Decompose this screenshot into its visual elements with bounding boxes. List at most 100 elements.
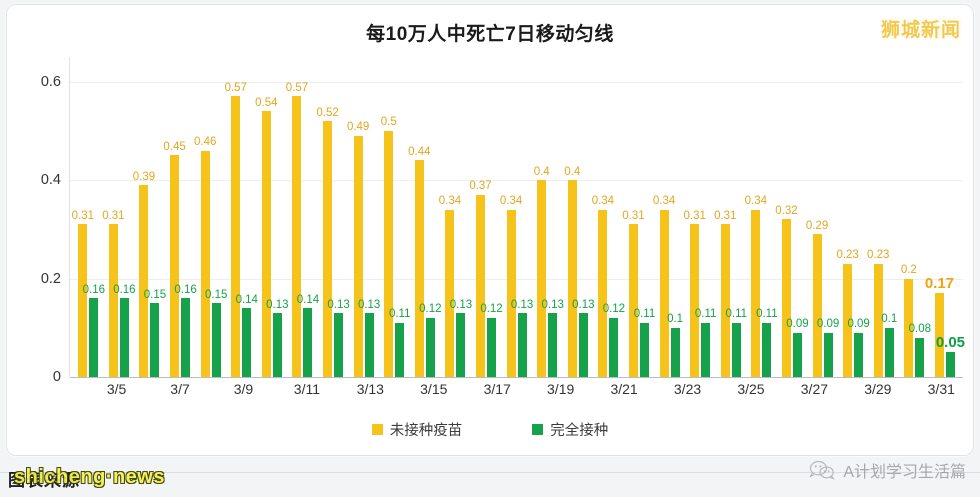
bar-vax[interactable]: 0.13 <box>511 299 533 377</box>
bar-value-label: 0.12 <box>480 303 503 316</box>
bar-value-label: 0.11 <box>694 308 717 321</box>
bar-value-label: 0.34 <box>499 195 523 208</box>
bar-unvax[interactable]: 0.17 <box>925 276 954 377</box>
bar-value-label: 0.13 <box>510 298 534 311</box>
bar-unvax[interactable]: 0.34 <box>592 196 614 377</box>
gridline <box>70 278 963 280</box>
bar-value-label: 0.31 <box>622 209 645 222</box>
bar-vax[interactable]: 0.15 <box>144 289 166 377</box>
bar-vax[interactable]: 0.11 <box>756 309 778 377</box>
bar-unvax[interactable]: 0.39 <box>133 171 155 377</box>
bar-group: 0.45 0.16 <box>163 57 197 377</box>
x-axis-tick: 3/19 <box>547 381 575 397</box>
legend-item-fully_vaccinated[interactable]: 完全接种 <box>532 419 608 440</box>
bar-vax[interactable]: 0.08 <box>909 324 931 377</box>
bar-unvax[interactable]: 0.37 <box>469 181 492 377</box>
bar-group: 0.29 0.09 <box>806 57 839 377</box>
bar-group: 0.4 0.13 <box>532 57 564 377</box>
bar-vax[interactable]: 0.11 <box>389 309 411 377</box>
bar-unvax[interactable]: 0.34 <box>653 196 675 377</box>
bar-unvax[interactable]: 0.46 <box>194 137 216 377</box>
bar-value-label: 0.12 <box>419 303 442 316</box>
bar-unvax[interactable]: 0.31 <box>102 210 125 377</box>
bar-vax[interactable]: 0.1 <box>667 314 683 377</box>
bar-vax[interactable]: 0.16 <box>113 284 136 377</box>
bar-vax[interactable]: 0.11 <box>634 309 655 377</box>
bar-vax[interactable]: 0.13 <box>327 299 350 377</box>
bar-vax[interactable]: 0.12 <box>603 304 625 377</box>
bar-unvax[interactable]: 0.45 <box>163 141 186 377</box>
bar-unvax[interactable]: 0.57 <box>286 82 308 377</box>
bar-vax[interactable]: 0.13 <box>450 299 472 377</box>
bar-value-label: 0.23 <box>867 249 890 262</box>
bar-value-label: 0.11 <box>756 308 778 321</box>
bar-vax[interactable]: 0.13 <box>358 299 380 377</box>
bar-vax[interactable]: 0.14 <box>297 294 319 377</box>
bar-vax[interactable]: 0.13 <box>266 299 289 377</box>
bar-value-label: 0.14 <box>296 293 320 306</box>
x-axis-tick: 3/27 <box>800 381 829 397</box>
bar-vax[interactable]: 0.16 <box>83 284 105 377</box>
x-axis-tick: 3/7 <box>170 381 190 397</box>
wechat-account-name: A计划学习生活篇 <box>843 464 966 481</box>
bar-vax[interactable]: 0.16 <box>174 284 197 377</box>
bar-unvax[interactable]: 0.31 <box>622 210 645 377</box>
bar-group: 0.34 0.1 <box>653 57 685 377</box>
x-axis-tick <box>894 381 926 403</box>
bar-vax[interactable]: 0.11 <box>726 309 747 377</box>
bar-unvax[interactable]: 0.49 <box>347 122 369 377</box>
bar-vax[interactable]: 0.11 <box>695 309 716 377</box>
bar-unvax[interactable]: 0.31 <box>714 210 736 377</box>
bar-vax[interactable]: 0.09 <box>817 319 839 377</box>
bar-unvax[interactable]: 0.4 <box>534 166 550 377</box>
x-axis-tick <box>640 381 672 403</box>
bar-vax[interactable]: 0.14 <box>236 294 258 377</box>
y-axis-tick: 0 <box>52 369 61 385</box>
bar-vax[interactable]: 0.09 <box>847 319 870 377</box>
bar-unvax[interactable]: 0.5 <box>381 117 397 377</box>
x-axis-tick <box>323 381 355 403</box>
legend-label: 完全接种 <box>550 423 609 439</box>
bar-vax[interactable]: 0.13 <box>542 299 564 377</box>
bar-vax[interactable]: 0.15 <box>205 289 227 377</box>
bar-vax[interactable]: 0.12 <box>480 304 503 377</box>
bar-unvax[interactable]: 0.31 <box>683 210 706 377</box>
bar-unvax[interactable]: 0.34 <box>439 196 461 377</box>
bar-unvax[interactable]: 0.34 <box>500 196 522 377</box>
bar-vax[interactable]: 0.1 <box>881 314 897 377</box>
bar-unvax[interactable]: 0.31 <box>72 210 94 377</box>
bar-unvax[interactable]: 0.52 <box>316 107 339 377</box>
bar-group: 0.31 0.11 <box>683 57 716 377</box>
bar-group: 0.23 0.09 <box>836 57 870 377</box>
bar-vax[interactable]: 0.13 <box>572 299 594 377</box>
bar-group: 0.31 0.16 <box>72 57 105 377</box>
bar-group: 0.44 0.12 <box>408 57 442 377</box>
bar-unvax[interactable]: 0.34 <box>745 196 767 377</box>
x-axis-tick: 3/17 <box>483 381 511 397</box>
bar-unvax[interactable]: 0.29 <box>806 220 828 377</box>
bar-unvax[interactable]: 0.44 <box>408 146 431 377</box>
bar-vax[interactable]: 0.05 <box>936 335 965 377</box>
legend-item-unvaccinated[interactable]: 未接种疫苗 <box>371 419 462 440</box>
bar-group: 0.31 0.11 <box>714 57 747 377</box>
bar-unvax[interactable]: 0.54 <box>255 97 278 377</box>
bar-value-label: 0.5 <box>380 116 397 129</box>
bar-unvax[interactable]: 0.23 <box>867 250 889 377</box>
bar-group: 0.49 0.13 <box>347 57 380 377</box>
bar-vax[interactable]: 0.12 <box>419 304 442 377</box>
bar-unvax[interactable]: 0.4 <box>564 166 580 377</box>
bar-group: 0.57 0.14 <box>225 57 258 377</box>
bar-group: 0.37 0.12 <box>469 57 503 377</box>
bar-unvax[interactable]: 0.57 <box>225 82 247 377</box>
bar-unvax[interactable]: 0.23 <box>836 250 859 377</box>
bar-unvax[interactable]: 0.2 <box>901 265 917 377</box>
x-axis-tick <box>513 381 545 403</box>
bar-value-label: 0.46 <box>193 136 217 149</box>
bar-unvax[interactable]: 0.32 <box>775 205 798 377</box>
bar-vax[interactable]: 0.09 <box>786 319 809 377</box>
bar-value-label: 0.12 <box>602 303 626 316</box>
x-axis-tick: 3/29 <box>864 381 892 397</box>
legend-swatch <box>532 424 544 435</box>
bar-value-label: 0.13 <box>541 298 564 311</box>
bar-group: 0.34 0.11 <box>745 57 778 377</box>
